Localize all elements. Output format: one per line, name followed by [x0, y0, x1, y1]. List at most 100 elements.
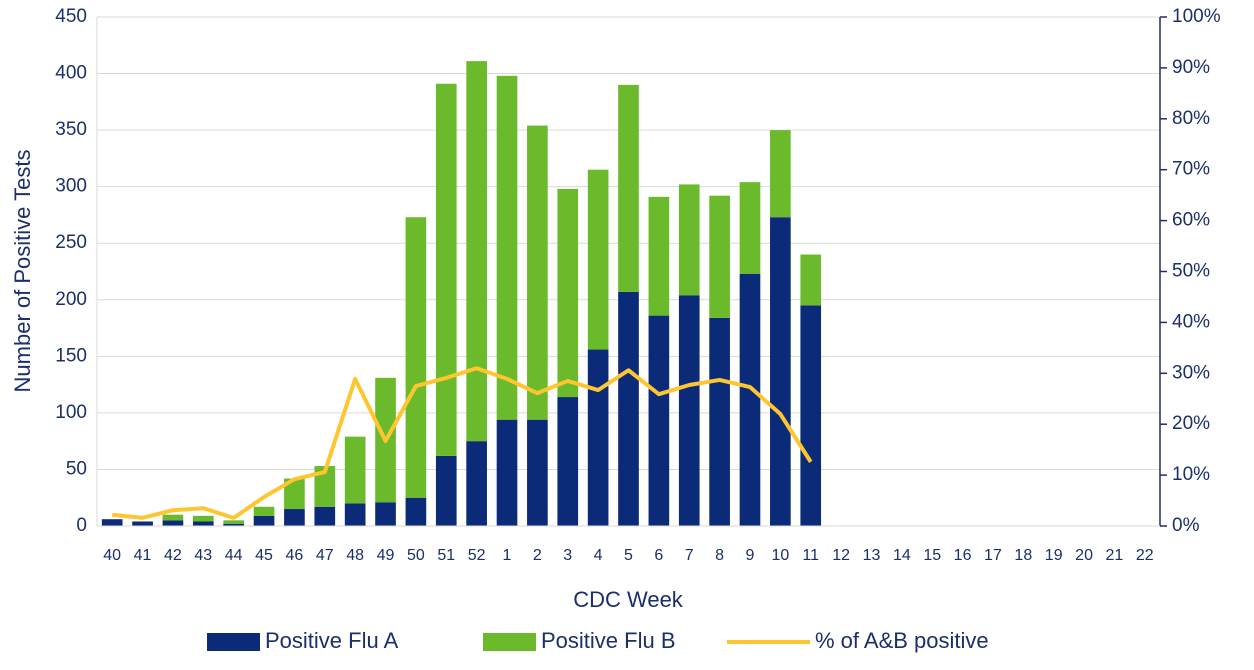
- x-tick-label: 10: [771, 547, 789, 564]
- x-tick-label: 45: [255, 547, 273, 564]
- bar: [709, 317, 730, 526]
- x-tick-label: 16: [954, 547, 972, 564]
- bar: [739, 182, 761, 274]
- x-tick-label: 51: [437, 547, 455, 564]
- y2-tick-label: 30%: [1172, 362, 1210, 383]
- bar: [435, 455, 457, 526]
- x-tick-label: 6: [654, 547, 663, 564]
- x-tick-label: 47: [316, 547, 334, 564]
- bar: [678, 295, 700, 526]
- bar: [344, 436, 366, 504]
- y-tick-label: 450: [55, 6, 87, 27]
- y-tick-label: 0: [76, 515, 87, 536]
- bar: [466, 61, 487, 442]
- y-tick-label: 200: [55, 289, 87, 310]
- y-tick-label: 250: [55, 232, 87, 253]
- y2-tick-label: 20%: [1172, 413, 1210, 434]
- bar: [496, 75, 518, 420]
- bar: [709, 195, 730, 318]
- bar: [223, 523, 244, 526]
- x-tick-label: 17: [984, 547, 1002, 564]
- y2-tick-label: 40%: [1172, 311, 1210, 332]
- legend-label: Positive Flu B: [541, 628, 676, 653]
- y-tick-label: 100: [55, 402, 87, 423]
- bar: [557, 188, 579, 398]
- bar: [678, 184, 700, 296]
- bar: [739, 273, 761, 526]
- bar: [587, 169, 609, 350]
- bar: [284, 478, 305, 510]
- legend-swatch: [483, 633, 536, 651]
- bar: [405, 217, 427, 498]
- x-tick-label: 8: [715, 547, 724, 564]
- x-tick-label: 1: [503, 547, 512, 564]
- x-tick-label: 22: [1136, 547, 1154, 564]
- x-tick-label: 19: [1045, 547, 1063, 564]
- bar: [162, 514, 184, 521]
- bar: [192, 521, 214, 526]
- bar: [800, 305, 822, 526]
- legend-swatch: [207, 633, 260, 651]
- bar: [284, 509, 305, 526]
- x-tick-label: 7: [685, 547, 694, 564]
- line-series: [111, 366, 813, 520]
- y2-tick-label: 70%: [1172, 159, 1210, 180]
- x-tick-label: 2: [533, 547, 542, 564]
- x-tick-label: 50: [407, 547, 425, 564]
- bar: [435, 83, 457, 456]
- bar: [344, 503, 366, 526]
- bar: [496, 419, 518, 526]
- y-tick-label: 50: [66, 458, 87, 479]
- x-tick-label: 44: [225, 547, 243, 564]
- x-tick-label: 42: [164, 547, 182, 564]
- y-tick-label: 400: [55, 63, 87, 84]
- bar: [618, 84, 639, 292]
- bar: [557, 397, 579, 526]
- bar: [314, 506, 336, 526]
- x-tick-label: 21: [1106, 547, 1124, 564]
- bar: [314, 466, 336, 507]
- y-tick-label: 150: [55, 345, 87, 366]
- x-tick-label: 14: [893, 547, 911, 564]
- y2-tick-label: 60%: [1172, 210, 1210, 231]
- x-tick-label: 4: [594, 547, 603, 564]
- y-tick-label: 300: [55, 176, 87, 197]
- bar: [223, 520, 244, 524]
- bar: [770, 130, 791, 218]
- bar: [770, 217, 791, 526]
- bar: [466, 441, 487, 526]
- bar: [162, 520, 184, 526]
- x-tick-label: 46: [286, 547, 304, 564]
- x-axis-title: CDC Week: [573, 587, 684, 612]
- y-tick-label: 350: [55, 119, 87, 140]
- bar: [405, 497, 427, 526]
- x-tick-label: 5: [624, 547, 633, 564]
- y2-tick-label: 50%: [1172, 261, 1210, 282]
- bar: [587, 349, 609, 526]
- bar: [132, 521, 153, 526]
- bar: [800, 254, 822, 306]
- bar: [101, 519, 123, 526]
- y2-tick-label: 90%: [1172, 57, 1210, 78]
- x-tick-label: 9: [746, 547, 755, 564]
- x-tick-label: 20: [1075, 547, 1093, 564]
- bar: [648, 196, 670, 316]
- y-axis-title: Number of Positive Tests: [10, 150, 35, 393]
- x-tick-label: 18: [1014, 547, 1032, 564]
- bar: [527, 419, 548, 526]
- x-tick-label: 40: [103, 547, 121, 564]
- x-tick-label: 11: [802, 547, 819, 564]
- x-tick-label: 15: [923, 547, 941, 564]
- bar: [618, 291, 639, 526]
- bar: [648, 315, 670, 526]
- y2-tick-label: 10%: [1172, 464, 1210, 485]
- x-tick-label: 49: [377, 547, 395, 564]
- y2-tick-label: 80%: [1172, 108, 1210, 129]
- bar: [527, 125, 548, 420]
- x-tick-label: 3: [563, 547, 572, 564]
- x-tick-label: 41: [134, 547, 152, 564]
- x-tick-label: 48: [346, 547, 364, 564]
- bar: [253, 515, 275, 526]
- legend-label: % of A&B positive: [815, 628, 989, 653]
